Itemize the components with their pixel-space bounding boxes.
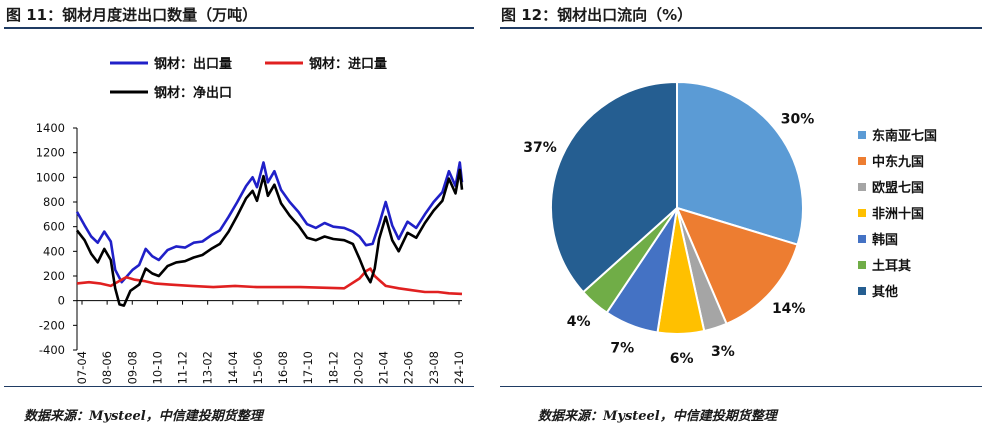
x-tick-label: 2022-06	[402, 351, 416, 385]
pie-data-label-6: 4%	[567, 314, 591, 330]
legend-swatch-pie-4	[858, 209, 866, 217]
x-tick-label: 2010-10	[150, 351, 164, 385]
legend-label-pie-5: 韩国	[872, 232, 898, 248]
legend-label-1: 钢材：出口量	[154, 56, 232, 72]
figure-11-title: 图 11：钢材月度进出口数量（万吨）	[6, 6, 258, 24]
x-tick-label: 2014-04	[226, 351, 240, 385]
pie-data-label-4: 6%	[670, 351, 694, 367]
x-tick-label: 2017-10	[301, 351, 315, 385]
y-tick-label: 1000	[36, 170, 65, 184]
legend-label-pie-4: 非洲十国	[872, 206, 924, 222]
legend-label-2: 钢材：进口量	[309, 56, 387, 72]
legend-label-3: 钢材：净出口	[154, 85, 232, 101]
bottom-rule-left	[4, 386, 474, 387]
pie-slice-2	[675, 206, 799, 326]
series-line-3	[75, 168, 464, 307]
x-tick-label: 2020-02	[351, 351, 365, 385]
y-tick-label: -400	[39, 343, 65, 357]
x-tick-label: 2016-08	[276, 351, 290, 385]
pie-slice-1	[676, 80, 804, 246]
x-tick-label: 2007-04	[75, 351, 89, 385]
pie-data-label-2: 14%	[772, 301, 806, 317]
y-tick-label: -200	[39, 318, 65, 332]
legend-label-pie-6: 土耳其	[872, 258, 911, 274]
x-tick-label: 2024-10	[452, 351, 466, 385]
x-tick-label: 2008-06	[100, 351, 114, 385]
source-note-right: 数据来源：Mysteel，中信建投期货整理	[538, 409, 777, 424]
bottom-rule-right	[500, 386, 982, 387]
legend-swatch-pie-2	[858, 157, 866, 165]
legend-swatch-pie-6	[858, 261, 866, 269]
x-tick-label: 2009-08	[125, 351, 139, 385]
series-line-1	[75, 161, 464, 284]
legend-label-pie-1: 东南亚七国	[872, 128, 937, 144]
x-tick-label: 2018-12	[326, 351, 340, 385]
title-rule-left	[4, 27, 474, 29]
x-tick-label: 2021-04	[377, 351, 391, 385]
pie-data-label-3: 3%	[711, 344, 735, 360]
y-tick-label: 400	[43, 244, 65, 258]
pie-chart: 30% 14% 3% 6% 7% 4% 37% 东南亚七国中东九国欧盟七国非洲十国韩国土耳其其…	[523, 80, 937, 367]
legend-swatch-pie-1	[858, 131, 866, 139]
y-tick-label: 1200	[36, 146, 65, 160]
x-tick-label: 2023-08	[427, 351, 441, 385]
y-tick-label: 600	[43, 220, 65, 234]
x-tick-label: 2015-06	[251, 351, 265, 385]
legend-swatch-pie-3	[858, 183, 866, 191]
x-tick-label: 2013-02	[201, 351, 215, 385]
figure-12-title: 图 12：钢材出口流向（%）	[501, 6, 693, 24]
y-tick-label: 200	[43, 269, 65, 283]
title-rule-right	[500, 27, 982, 29]
legend-swatch-pie-5	[858, 235, 866, 243]
source-note-left: 数据来源：Mysteel，中信建投期货整理	[24, 409, 263, 424]
y-tick-label: 1400	[36, 121, 65, 135]
y-tick-label: 0	[58, 294, 65, 308]
x-tick-label: 2011-12	[176, 351, 190, 385]
pie-data-label-5: 7%	[610, 341, 634, 357]
legend-label-pie-2: 中东九国	[872, 154, 924, 170]
legend-label-pie-3: 欧盟七国	[872, 180, 924, 196]
pie-data-label-7: 37%	[523, 140, 557, 156]
legend-label-pie-7: 其他	[872, 284, 898, 300]
y-tick-label: 800	[43, 195, 65, 209]
pie-slice-7	[550, 80, 678, 294]
series-line-2	[76, 267, 463, 296]
pie-data-label-1: 30%	[781, 112, 815, 128]
legend-swatch-pie-7	[858, 287, 866, 295]
